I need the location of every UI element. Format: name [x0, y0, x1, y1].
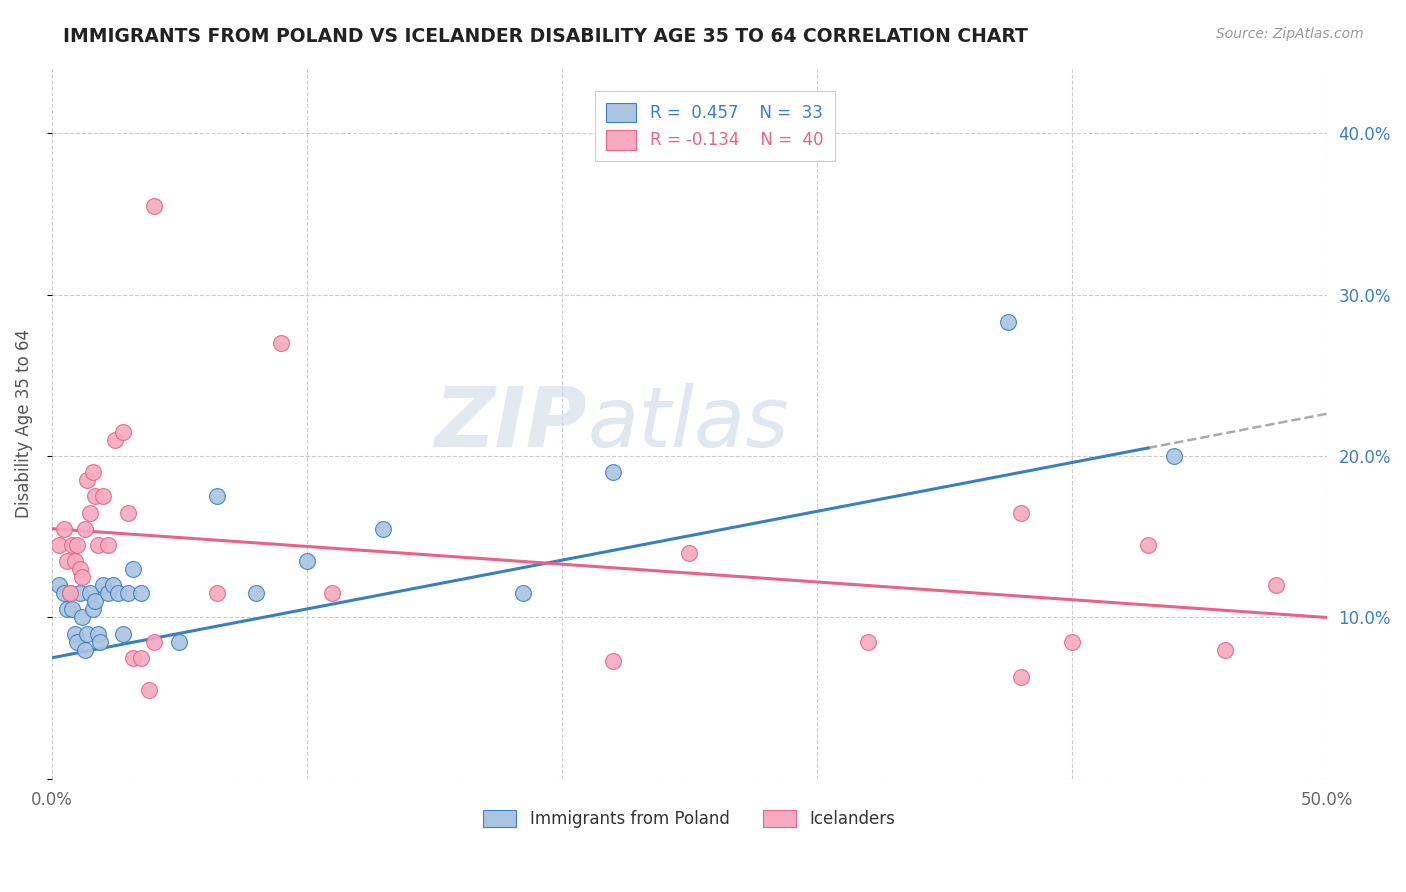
Point: [138, 683, 160, 698]
Point: [59, 586, 82, 600]
Point: [1060, 634, 1083, 648]
Point: [112, 626, 135, 640]
Point: [60, 538, 83, 552]
Point: [53, 522, 76, 536]
Point: [602, 465, 624, 479]
Point: [66, 538, 89, 552]
Point: [84, 489, 107, 503]
Point: [59, 586, 82, 600]
Point: [82, 465, 104, 479]
Point: [1010, 670, 1032, 684]
Point: [997, 315, 1019, 329]
Point: [122, 562, 145, 576]
Point: [91, 489, 114, 503]
Point: [270, 336, 292, 351]
Point: [73, 522, 96, 536]
Point: [122, 650, 145, 665]
Text: Source: ZipAtlas.com: Source: ZipAtlas.com: [1216, 27, 1364, 41]
Point: [66, 634, 89, 648]
Point: [104, 433, 127, 447]
Point: [72, 570, 94, 584]
Point: [602, 654, 624, 668]
Point: [76, 626, 98, 640]
Text: atlas: atlas: [588, 384, 789, 464]
Text: IMMIGRANTS FROM POLAND VS ICELANDER DISABILITY AGE 35 TO 64 CORRELATION CHART: IMMIGRANTS FROM POLAND VS ICELANDER DISA…: [63, 27, 1028, 45]
Point: [117, 506, 139, 520]
Point: [1213, 642, 1236, 657]
Point: [63, 554, 86, 568]
Point: [167, 634, 190, 648]
Point: [91, 578, 114, 592]
Point: [72, 610, 94, 624]
Point: [117, 586, 139, 600]
Point: [142, 634, 165, 648]
Point: [48, 578, 70, 592]
Point: [295, 554, 318, 568]
Point: [53, 586, 76, 600]
Point: [107, 586, 129, 600]
Point: [321, 586, 343, 600]
Point: [1264, 578, 1286, 592]
Point: [56, 602, 79, 616]
Point: [69, 586, 91, 600]
Point: [89, 634, 111, 648]
Point: [142, 199, 165, 213]
Point: [1010, 506, 1032, 520]
Point: [207, 489, 229, 503]
Point: [79, 506, 101, 520]
Point: [84, 594, 107, 608]
Point: [79, 586, 101, 600]
Y-axis label: Disability Age 35 to 64: Disability Age 35 to 64: [15, 329, 32, 518]
Point: [1137, 538, 1160, 552]
Text: ZIP: ZIP: [434, 384, 588, 464]
Point: [129, 586, 152, 600]
Point: [86, 626, 108, 640]
Point: [245, 586, 267, 600]
Point: [56, 554, 79, 568]
Point: [1163, 449, 1185, 463]
Point: [63, 626, 86, 640]
Point: [82, 602, 104, 616]
Point: [69, 562, 91, 576]
Point: [97, 586, 120, 600]
Point: [678, 546, 700, 560]
Point: [512, 586, 534, 600]
Legend: Immigrants from Poland, Icelanders: Immigrants from Poland, Icelanders: [477, 803, 903, 835]
Point: [48, 538, 70, 552]
Point: [97, 538, 120, 552]
Point: [76, 473, 98, 487]
Point: [856, 634, 879, 648]
Point: [112, 425, 135, 439]
Point: [129, 650, 152, 665]
Point: [73, 642, 96, 657]
Point: [101, 578, 124, 592]
Point: [86, 538, 108, 552]
Point: [207, 586, 229, 600]
Point: [60, 602, 83, 616]
Point: [373, 522, 395, 536]
